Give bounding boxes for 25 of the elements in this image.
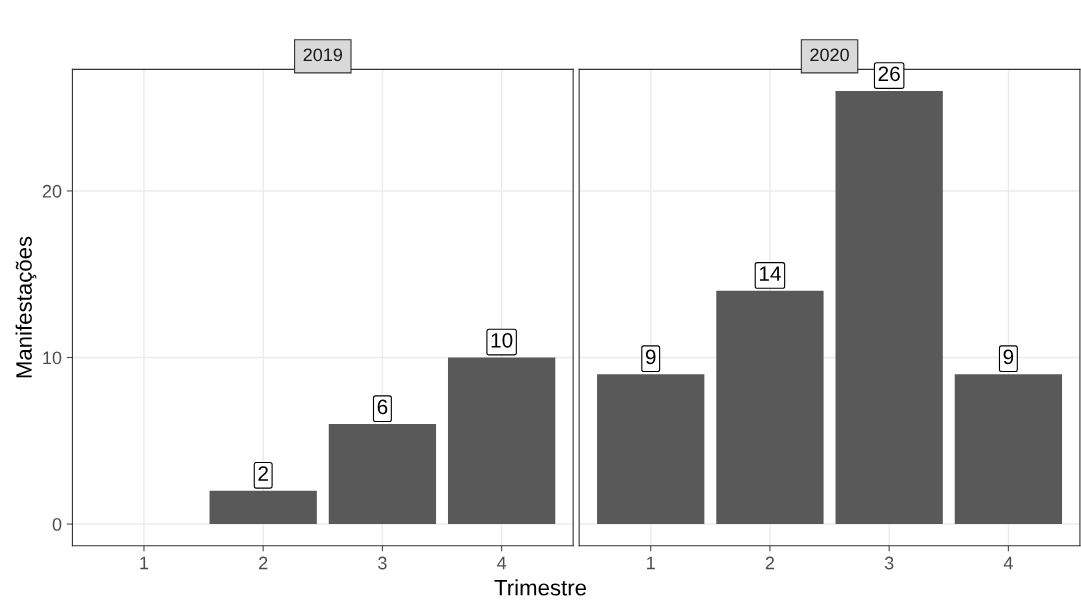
x-axis-title: Trimestre xyxy=(494,579,587,596)
x-tick-label: 3 xyxy=(884,556,894,570)
data-label: 14 xyxy=(759,266,781,281)
y-tick-label: 20 xyxy=(42,184,62,198)
data-label: 6 xyxy=(377,399,388,415)
x-tick-label: 4 xyxy=(497,556,507,570)
chart-title: 2019 xyxy=(303,48,343,62)
bar xyxy=(328,424,437,525)
y-tick-label: 0 xyxy=(52,518,62,531)
x-tick-label: 2 xyxy=(259,556,268,570)
x-tick-label: 4 xyxy=(1003,556,1013,570)
y-tick-label: 10 xyxy=(43,351,62,365)
data-label: 26 xyxy=(878,66,900,82)
bar xyxy=(447,357,556,525)
x-tick-label: 3 xyxy=(378,556,387,570)
x-tick-label: 1 xyxy=(140,556,149,570)
chart-title: 2020 xyxy=(810,48,849,62)
data-label: 10 xyxy=(491,332,513,348)
data-label: 9 xyxy=(645,349,656,365)
bar xyxy=(209,490,317,525)
y-axis-title: Manifestações xyxy=(15,236,37,378)
x-tick-label: 2 xyxy=(765,556,775,570)
data-label: 2 xyxy=(258,466,268,481)
data-label: 9 xyxy=(1003,349,1014,365)
x-tick-label: 1 xyxy=(647,556,655,570)
